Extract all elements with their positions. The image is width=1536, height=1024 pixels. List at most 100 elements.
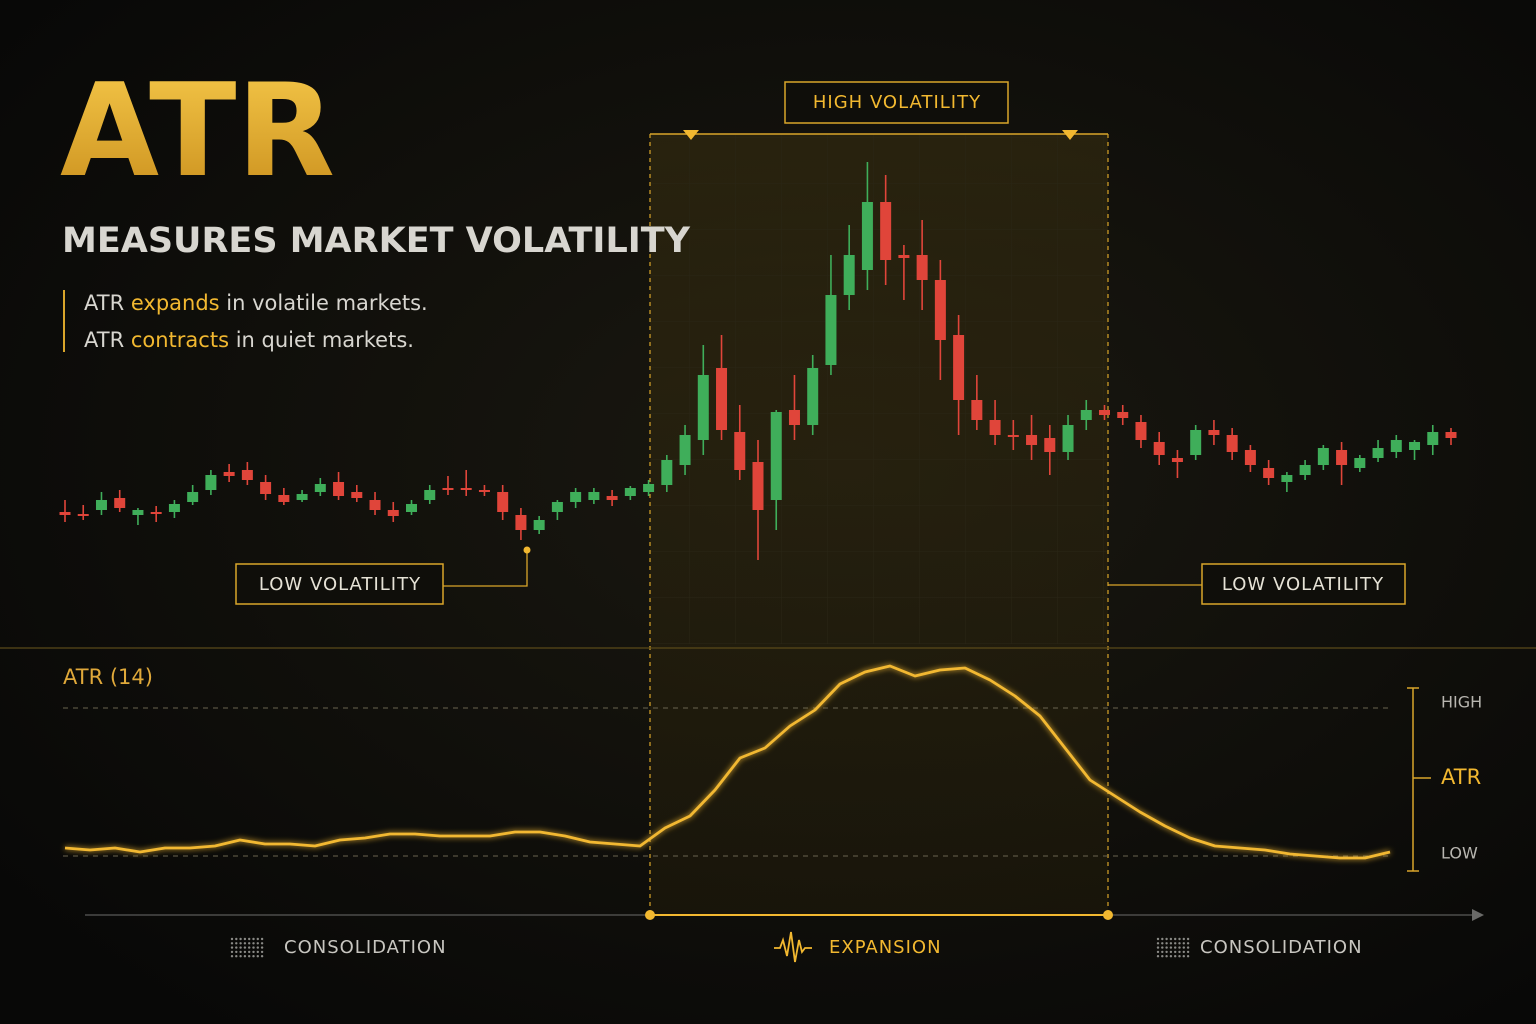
candle-body — [624, 488, 636, 496]
phase-label: CONSOLIDATION — [1200, 937, 1363, 958]
candle-body — [1208, 430, 1220, 435]
candle-body — [880, 202, 892, 260]
candle-body — [533, 520, 545, 530]
candle-body — [1007, 435, 1019, 437]
note-part: ATR — [84, 328, 131, 352]
candle-body — [934, 280, 946, 340]
candle-body — [1317, 448, 1329, 465]
candle-body — [898, 255, 910, 258]
candle-body — [1062, 425, 1074, 452]
high-box — [784, 81, 1009, 124]
candle-body — [916, 255, 928, 280]
y-tick-label: LOW — [1441, 844, 1478, 863]
candle-body — [424, 490, 436, 500]
low-label-left: LOW VOLATILITY — [259, 574, 421, 595]
wave-icon — [774, 931, 812, 963]
candle-body — [716, 368, 728, 430]
candle-body — [406, 504, 417, 512]
candle-body — [515, 515, 527, 530]
candle-body — [606, 496, 618, 500]
candle-body — [95, 500, 107, 510]
candle-body — [150, 512, 162, 514]
low-dot — [523, 546, 531, 554]
candle-body — [223, 472, 235, 476]
candle-body — [1390, 440, 1402, 452]
atr-title: ATR (14) — [63, 665, 153, 689]
y-tick-label: HIGH — [1441, 693, 1482, 712]
candle-body — [1117, 412, 1129, 418]
candle-body — [1336, 450, 1348, 465]
candle-body — [460, 488, 472, 490]
candle-body — [59, 512, 71, 515]
candle-body — [1044, 438, 1056, 452]
candle-body — [1171, 458, 1183, 462]
candle-body — [661, 460, 673, 485]
candle-body — [1226, 435, 1238, 452]
timeline-dot — [645, 910, 655, 920]
phase-label: EXPANSION — [829, 937, 942, 958]
low-box-left — [235, 563, 444, 605]
candle-body — [697, 375, 709, 440]
candle-body — [1026, 435, 1038, 445]
candle-body — [788, 410, 800, 425]
dots-icon — [1156, 937, 1190, 958]
candle-body — [314, 484, 326, 492]
candle-body — [1372, 448, 1384, 458]
candle-body — [588, 492, 600, 500]
timeline-arrow — [1472, 909, 1484, 921]
low-box-right — [1201, 563, 1406, 605]
note-part: in volatile markets. — [220, 291, 428, 315]
candle-body — [679, 435, 691, 465]
note-part: in quiet markets. — [229, 328, 414, 352]
candle-body — [278, 495, 290, 502]
candle-body — [1135, 422, 1147, 440]
high-label: HIGH VOLATILITY — [813, 92, 981, 113]
candle-body — [752, 462, 764, 510]
candle-body — [1263, 468, 1275, 478]
candle-body — [551, 502, 563, 512]
candle-body — [205, 475, 217, 490]
candle-body — [1427, 432, 1439, 445]
note-part: ATR — [84, 291, 131, 315]
candle-body — [807, 368, 819, 425]
candle-body — [734, 432, 746, 470]
candle-body — [478, 490, 490, 492]
candle-body — [643, 484, 655, 492]
candle-body — [1409, 442, 1421, 450]
candle-body — [1190, 430, 1202, 455]
candle-body — [241, 470, 253, 480]
note-part: contracts — [131, 328, 229, 352]
candle-body — [187, 492, 199, 502]
candle-body — [1099, 410, 1110, 415]
title: ATR — [60, 57, 335, 206]
candle-body — [1080, 410, 1092, 420]
candle-body — [1153, 442, 1165, 455]
candle-body — [77, 514, 89, 516]
dots-icon — [230, 937, 264, 958]
zone-borders — [649, 134, 1109, 914]
y-tick-label: ATR — [1441, 765, 1481, 789]
candle-body — [260, 482, 272, 494]
candle-body — [570, 492, 582, 502]
candle-body — [114, 498, 126, 508]
timeline-dot — [1103, 910, 1113, 920]
candle-body — [168, 504, 180, 512]
note: ATR expands in volatile markets. — [84, 291, 428, 315]
subtitle: MEASURES MARKET VOLATILITY — [62, 221, 691, 261]
low-connector-left — [443, 552, 528, 587]
note: ATR contracts in quiet markets. — [84, 328, 414, 352]
atr-line — [64, 664, 1391, 860]
candle-body — [989, 420, 1001, 435]
candle-body — [1244, 450, 1256, 465]
candle-body — [442, 488, 454, 490]
candle-body — [351, 492, 363, 498]
candle-body — [971, 400, 983, 420]
candle-body — [843, 255, 855, 295]
note-part: expands — [131, 291, 220, 315]
candle-body — [1299, 465, 1311, 475]
phase-label: CONSOLIDATION — [284, 937, 447, 958]
candle-body — [132, 510, 144, 515]
low-label-right: LOW VOLATILITY — [1222, 574, 1384, 595]
candle-body — [770, 412, 782, 500]
